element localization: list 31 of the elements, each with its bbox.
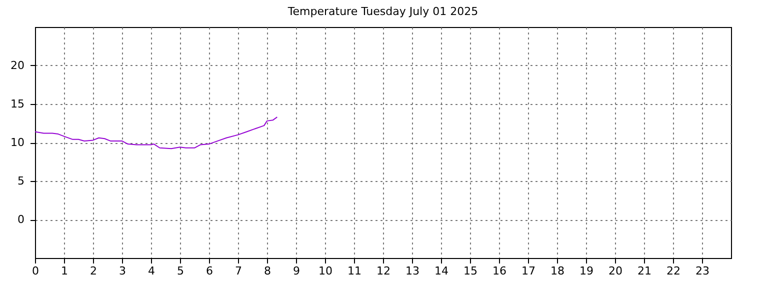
y-tick-label: 15 [10,98,24,110]
line-series [35,116,278,150]
x-tick-label: 19 [580,264,594,278]
x-tick-label: 7 [235,264,242,278]
x-tick-label: 18 [550,264,564,278]
x-tick-label: 0 [32,264,39,278]
x-tick-label: 13 [406,264,420,278]
x-tick-label: 10 [318,264,332,278]
y-tick-label: 0 [18,213,24,226]
x-tick-label: 21 [638,264,652,278]
x-tick-label: 16 [492,264,506,278]
y-tick-label: 20 [10,59,24,72]
x-tick-label: 6 [206,264,213,278]
x-tick-label: 8 [264,264,271,278]
x-tick-label: 22 [666,264,680,278]
x-tick-label: 2 [90,264,97,278]
x-tick-label: 12 [376,264,390,278]
x-tick-label: 11 [348,264,362,278]
x-tick-label: 1 [61,264,68,278]
y-tick-label: 10 [10,136,24,149]
x-tick-label: 20 [608,264,622,278]
chart-title: Temperature Tuesday July 01 2025 [286,5,478,18]
x-tick-label: 23 [696,264,710,278]
x-tick-label: 5 [177,264,184,278]
x-tick-label: 15 [464,264,478,278]
x-tick-label: 3 [119,264,126,278]
x-tick-label: 9 [293,264,300,278]
y-tick-label: 5 [18,174,24,188]
x-tick-label: 17 [522,264,536,278]
x-tick-label: 14 [434,264,448,278]
x-tick-label: 4 [148,264,155,278]
